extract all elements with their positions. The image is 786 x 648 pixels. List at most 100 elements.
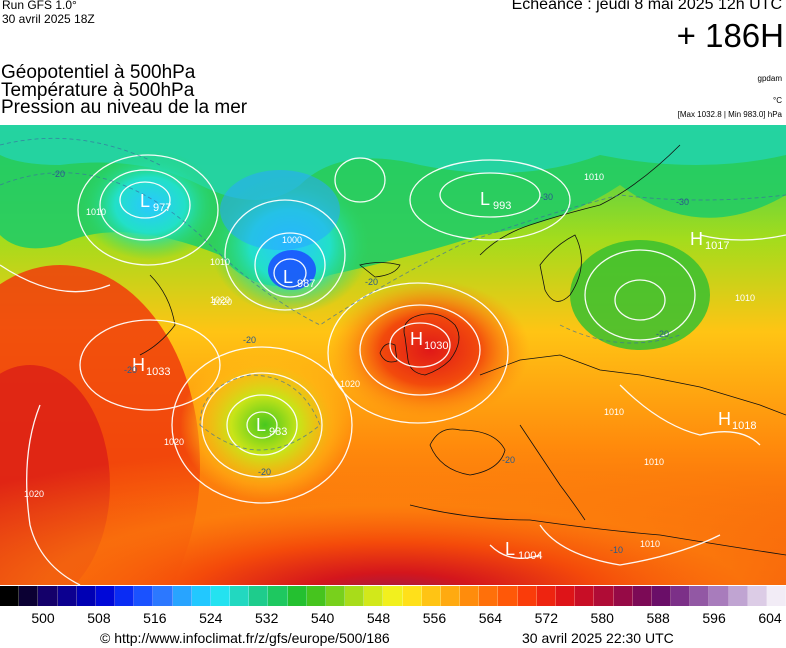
color-swatch	[210, 586, 231, 606]
color-swatch	[440, 586, 461, 606]
map-titles: Géopotentiel à 500hPa Température à 500h…	[1, 62, 248, 118]
temperature-isotherms	[0, 137, 786, 451]
center-value: 1004	[518, 550, 542, 562]
color-swatch	[115, 586, 135, 606]
isobar-label: 1010	[604, 407, 624, 417]
center-value: 1033	[146, 366, 170, 378]
color-swatch	[728, 586, 748, 606]
color-swatch	[287, 586, 307, 606]
color-scale-tick-label: 580	[590, 610, 614, 626]
color-scale-bar	[0, 586, 786, 606]
center-value: 993	[493, 200, 511, 212]
temp-label: -20	[502, 455, 515, 465]
run-model-label: Run GFS 1.0°	[2, 0, 77, 12]
temp-label: -20	[365, 277, 378, 287]
color-swatch	[709, 586, 729, 606]
center-value: 977	[153, 202, 171, 214]
color-scale-tick-label: 588	[646, 610, 670, 626]
warm-region-south	[0, 385, 786, 585]
color-swatch	[95, 586, 116, 606]
isobar-label: 1010	[86, 207, 106, 217]
color-swatch	[498, 586, 518, 606]
color-swatch	[249, 586, 269, 606]
coastlines	[139, 144, 786, 556]
isobars	[0, 154, 786, 585]
color-swatch	[383, 586, 403, 606]
copyright-link[interactable]: © http://www.infoclimat.fr/z/gfs/europe/…	[100, 630, 390, 646]
isobar-label: 1010	[735, 293, 755, 303]
center-letter: H	[718, 409, 731, 429]
run-info: Run GFS 1.0° 30 avril 2025 18Z	[2, 0, 95, 26]
center-letter: H	[132, 355, 145, 375]
isobar-label: 1020	[340, 379, 360, 389]
center-value: 1018	[732, 420, 756, 432]
unit-pressure-range: [Max 1032.8 | Min 983.0] hPa	[677, 110, 782, 119]
center-letter: L	[256, 415, 266, 435]
unit-temperature: °C	[773, 96, 782, 105]
color-swatch	[479, 586, 499, 606]
color-scale-tick-label: 532	[255, 610, 279, 626]
isobar-label: 1020	[212, 297, 232, 307]
color-swatch	[421, 586, 441, 606]
cutoff-low-atlantic	[180, 350, 350, 500]
color-swatch	[517, 586, 537, 606]
temp-label: -10	[610, 545, 623, 555]
color-swatch	[230, 586, 250, 606]
forecast-valid-time: Echéance : jeudi 8 mai 2025 12h UTC	[511, 0, 782, 13]
run-date-label: 30 avril 2025 18Z	[2, 12, 95, 26]
cold-core-greenland	[80, 150, 220, 260]
color-scale-tick-label: 604	[758, 610, 782, 626]
temp-label: -20	[258, 467, 271, 477]
color-swatch	[536, 586, 556, 606]
color-swatch	[0, 586, 20, 606]
center-letter: L	[480, 189, 490, 209]
center-value: 1017	[705, 240, 729, 252]
center-letter: L	[283, 267, 293, 287]
color-scale-tick-label: 572	[534, 610, 558, 626]
color-swatch	[690, 586, 710, 606]
pressure-centers: L 977 L 987 L 993 H 1017 H 1033 H 1030 L…	[132, 189, 756, 562]
warm-region-uk	[330, 280, 530, 420]
isobar-label: 1000	[282, 235, 302, 245]
temp-label: -20	[124, 365, 137, 375]
temp-label: -20	[52, 169, 65, 179]
center-letter: L	[140, 191, 150, 211]
color-scale-tick-label: 508	[87, 610, 111, 626]
isobar-labels: 1010 1020 1000 1020 1020 1010 1010 1010 …	[24, 172, 755, 549]
isobar-label: 1010	[210, 257, 230, 267]
color-swatch	[402, 586, 422, 606]
color-swatch	[632, 586, 652, 606]
color-scale-tick-label: 540	[310, 610, 335, 626]
temp-label: -30	[676, 197, 689, 207]
color-swatch	[306, 586, 326, 606]
isobar-label: 1010	[584, 172, 604, 182]
temp-label: -20	[656, 329, 669, 339]
trough-east	[570, 240, 710, 350]
color-scale-tick-label: 524	[199, 610, 223, 626]
color-scale-tick-label: 596	[702, 610, 726, 626]
color-swatch	[325, 586, 346, 606]
center-value: 987	[297, 278, 315, 290]
color-swatch	[594, 586, 614, 606]
cold-core-upper	[220, 170, 340, 250]
color-swatch	[747, 586, 767, 606]
forecast-hours: + 186H	[676, 17, 784, 54]
center-value: 1030	[424, 340, 448, 352]
color-swatch	[57, 586, 77, 606]
title-pressure: Pression au niveau de la mer	[1, 97, 248, 118]
color-swatch	[651, 586, 672, 606]
weather-map: L 977 L 987 L 993 H 1017 H 1033 H 1030 L…	[0, 125, 786, 585]
unit-geopotential: gpdam	[757, 74, 782, 83]
color-swatch	[19, 586, 39, 606]
color-swatch	[613, 586, 633, 606]
title-geopotential: Géopotentiel à 500hPa	[1, 62, 196, 83]
generation-timestamp: 30 avril 2025 22:30 UTC	[522, 630, 674, 646]
color-scale-tick-label: 516	[143, 610, 167, 626]
color-swatch	[364, 586, 384, 606]
color-swatch	[671, 586, 691, 606]
color-swatch	[172, 586, 192, 606]
color-swatch	[460, 586, 480, 606]
color-swatch	[134, 586, 154, 606]
color-scale-tick-label: 556	[422, 610, 447, 626]
isobar-label: 1020	[24, 489, 44, 499]
